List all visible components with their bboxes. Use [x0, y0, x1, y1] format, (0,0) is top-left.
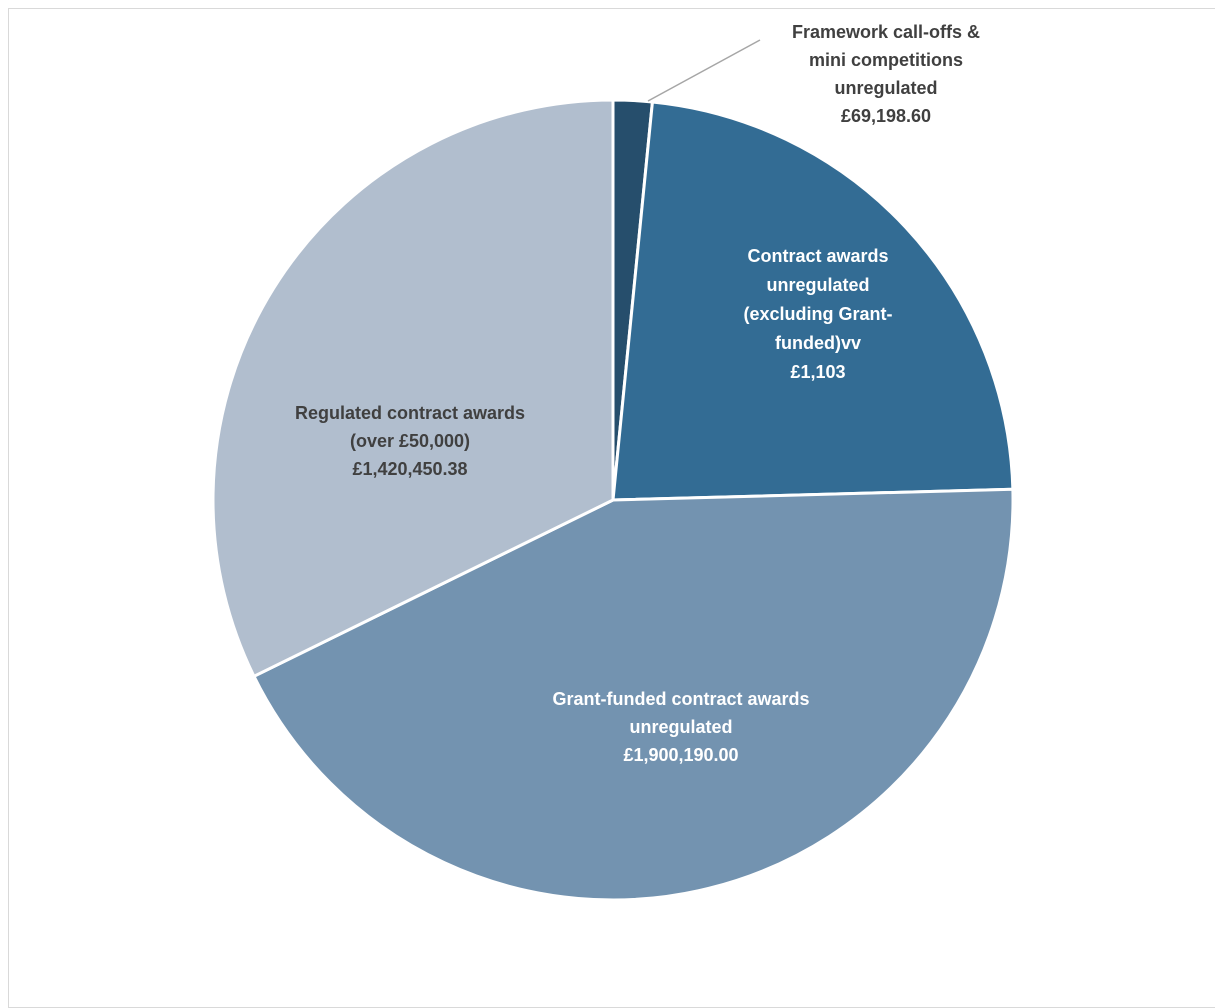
slice-value-label: £1,420,450.38 — [352, 459, 467, 479]
leader-line — [647, 39, 761, 102]
slice-value-label: £1,900,190.00 — [623, 745, 738, 765]
slice-value-label: £69,198.60 — [841, 106, 931, 126]
slice-category-label: mini competitions — [809, 50, 963, 70]
slice-category-label: unregulated — [766, 275, 869, 295]
slice-category-label: funded)vv — [775, 333, 861, 353]
slice-category-label: unregulated — [834, 78, 937, 98]
slice-category-label: Contract awards — [747, 246, 888, 266]
slice-value-label: £1,103 — [790, 362, 845, 382]
pie-slice-4 — [211, 98, 615, 678]
slice-category-label: (over £50,000) — [350, 431, 470, 451]
slice-category-label: Regulated contract awards — [295, 403, 525, 423]
slice-category-label: Grant-funded contract awards — [552, 689, 809, 709]
pie-chart: Framework call-offs & mini competitions un… — [211, 22, 1015, 902]
pie-slice-2 — [611, 100, 1015, 502]
slice-category-label: unregulated — [629, 717, 732, 737]
pie-slice-3 — [252, 487, 1015, 902]
slice-category-label: Framework call-offs & — [792, 22, 980, 42]
slice-category-label: (excluding Grant- — [743, 304, 892, 324]
